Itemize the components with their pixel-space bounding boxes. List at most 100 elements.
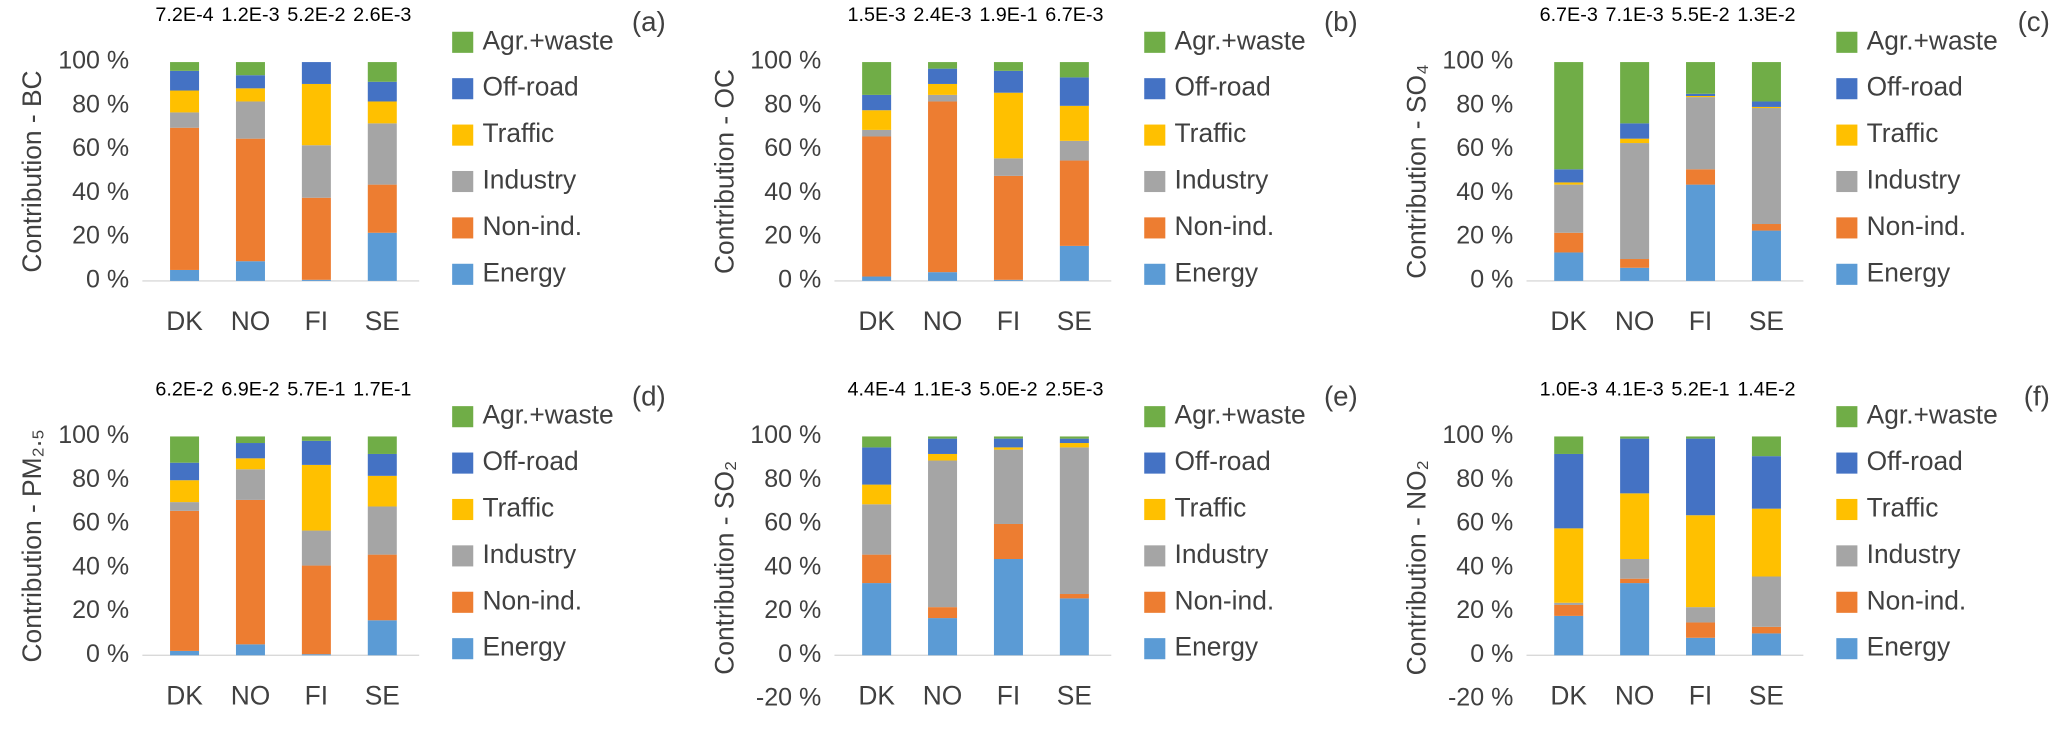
bar-segment: [928, 62, 958, 69]
legend-label: Non-ind.: [1175, 585, 1275, 615]
legend-swatch: [1836, 638, 1858, 660]
legend-swatch: [1144, 406, 1166, 428]
legend-label: Traffic: [482, 118, 554, 148]
bar-segment: [235, 458, 265, 470]
x-tick-label: FI: [305, 680, 328, 710]
panel-label: (d): [632, 381, 666, 412]
legend-label: Traffic: [482, 492, 554, 522]
bar-segment: [367, 232, 397, 281]
bar-segment: [1686, 184, 1716, 281]
bar-segment: [1686, 169, 1716, 185]
total-label: 4.4E-4: [848, 379, 906, 401]
total-label: 1.1E-3: [913, 379, 971, 401]
bar-segment: [170, 62, 200, 71]
x-tick-label: SE: [365, 306, 400, 336]
legend-swatch: [452, 31, 474, 53]
bar-segment: [1620, 259, 1650, 268]
y-axis-label: Contribution - PM₂.₅: [17, 429, 47, 662]
bar-segment: [1751, 456, 1781, 509]
y-tick-label: 60 %: [72, 509, 129, 537]
total-label: 2.6E-3: [353, 4, 411, 26]
bar-segment: [367, 475, 397, 507]
legend-swatch: [452, 124, 474, 146]
bar-segment: [993, 447, 1023, 450]
bar-segment: [1686, 62, 1716, 94]
legend-label: Agr.+waste: [482, 400, 613, 430]
bar-segment: [1059, 438, 1089, 444]
y-tick-label: 40 %: [72, 178, 129, 206]
legend-swatch: [1836, 406, 1858, 428]
x-tick-label: DK: [166, 306, 203, 336]
bar-segment: [1059, 594, 1089, 599]
x-tick-label: DK: [1550, 306, 1587, 336]
y-tick-label: 0 %: [778, 640, 821, 668]
bar-segment: [1686, 97, 1716, 170]
x-tick-label: DK: [858, 680, 895, 710]
bar-segment: [993, 70, 1023, 93]
bar-segment: [1620, 436, 1650, 439]
y-tick-label: 40 %: [764, 552, 821, 580]
total-label: 5.5E-2: [1671, 4, 1729, 26]
y-tick-label: 60 %: [72, 134, 129, 162]
y-tick-label: 100 %: [58, 421, 129, 449]
bar-segment: [301, 279, 331, 281]
legend-label: Agr.+waste: [482, 25, 613, 55]
bar-segment: [1751, 224, 1781, 231]
bar-segment: [301, 565, 331, 655]
y-tick-label: 20 %: [1456, 596, 1513, 624]
y-tick-label: 80 %: [1456, 465, 1513, 493]
bar-segment: [1620, 493, 1650, 560]
x-tick-label: SE: [365, 680, 400, 710]
y-tick-label: 100 %: [1442, 47, 1513, 75]
legend-swatch: [452, 406, 474, 428]
bar-segment: [1059, 245, 1089, 281]
bar-segment: [367, 436, 397, 454]
bar-segment: [862, 94, 892, 111]
total-label: 6.7E-3: [1540, 4, 1598, 26]
bar-segment: [1620, 138, 1650, 144]
panel: 0 % 20 % 40 % 60 % 80 % 100 % Contribution - S…: [1401, 4, 2049, 336]
y-tick-label: 20 %: [764, 222, 821, 250]
bar-segment: [1751, 62, 1781, 102]
bar-segment: [1751, 108, 1781, 225]
bar-segment: [235, 138, 265, 262]
legend-label: Energy: [482, 257, 566, 287]
y-tick-label: -20 %: [1448, 684, 1513, 712]
bar-segment: [993, 279, 1023, 281]
bar-segment: [993, 523, 1023, 560]
legend-label: Off-road: [482, 72, 578, 102]
total-label: 1.4E-2: [1737, 379, 1795, 401]
bar-segment: [928, 607, 958, 619]
total-label: 5.2E-1: [1671, 379, 1729, 401]
y-tick-label: 60 %: [764, 509, 821, 537]
bar-segment: [862, 447, 892, 485]
legend-swatch: [452, 78, 474, 100]
legend-label: Agr.+waste: [1175, 25, 1306, 55]
legend-label: Agr.+waste: [1867, 400, 1998, 430]
bar-segment: [235, 88, 265, 102]
bar-segment: [1554, 62, 1584, 170]
bar-segment: [993, 92, 1023, 159]
bar-segment: [235, 261, 265, 281]
bar-segment: [1620, 267, 1650, 281]
bar-segment: [301, 83, 331, 146]
y-tick-label: 0 %: [1470, 640, 1513, 668]
bar-segment: [235, 62, 265, 76]
legend-label: Industry: [1175, 164, 1270, 194]
y-axis-label: Contribution - SO₄: [1401, 64, 1431, 278]
bar-segment: [862, 484, 892, 505]
legend-swatch: [1144, 31, 1166, 53]
legend-label: Off-road: [1867, 446, 1963, 476]
total-label: 7.1E-3: [1605, 4, 1663, 26]
bar-segment: [1751, 508, 1781, 577]
bar-segment: [1059, 62, 1089, 78]
y-tick-label: 40 %: [1456, 178, 1513, 206]
bar-segment: [928, 453, 958, 461]
bar-segment: [235, 499, 265, 645]
bar-segment: [367, 453, 397, 476]
bar-segment: [928, 460, 958, 608]
bar-segment: [1554, 604, 1584, 616]
bar-segment: [1686, 637, 1716, 656]
bar-segment: [1059, 598, 1089, 656]
